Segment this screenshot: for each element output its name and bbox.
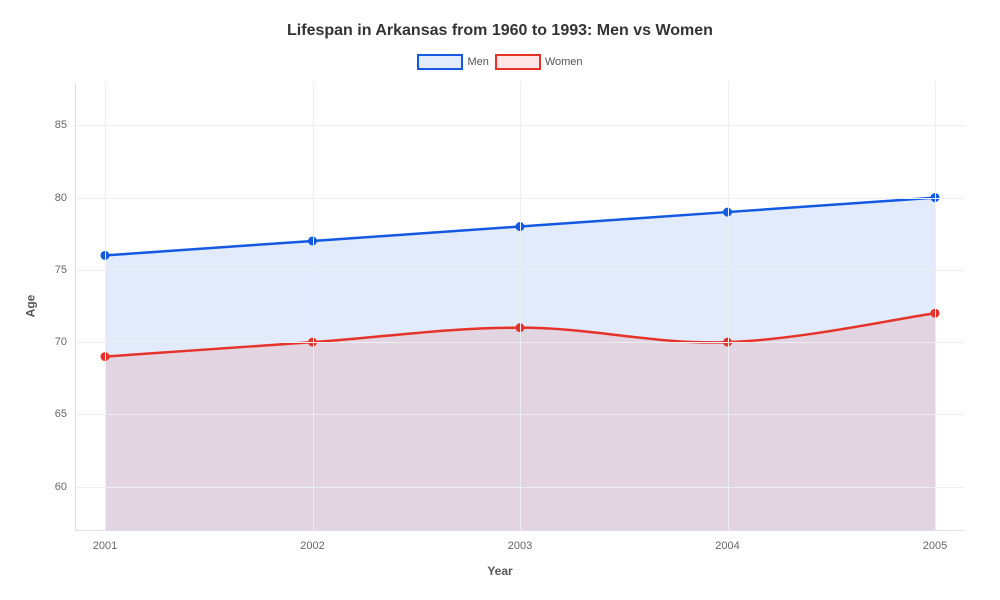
legend-label-women: Women [545, 56, 583, 68]
legend-label-men: Men [467, 56, 488, 68]
gridline-vertical [935, 82, 936, 530]
x-tick-label: 2001 [93, 540, 117, 552]
y-tick-label: 70 [45, 336, 67, 348]
x-tick-label: 2005 [923, 540, 947, 552]
gridline-vertical [313, 82, 314, 530]
gridline-vertical [520, 82, 521, 530]
chart-title: Lifespan in Arkansas from 1960 to 1993: … [0, 22, 1000, 40]
y-axis-line [75, 82, 76, 530]
legend: Men Women [0, 54, 1000, 70]
x-axis-line [75, 530, 965, 531]
x-tick-label: 2004 [715, 540, 739, 552]
x-tick-label: 2002 [300, 540, 324, 552]
legend-swatch-men [417, 54, 463, 70]
y-tick-label: 85 [45, 119, 67, 131]
gridline-horizontal [75, 125, 965, 126]
legend-item-women[interactable]: Women [495, 54, 583, 70]
plot-area [75, 82, 965, 530]
gridline-horizontal [75, 198, 965, 199]
x-axis-title: Year [487, 564, 512, 578]
y-tick-label: 60 [45, 481, 67, 493]
gridline-horizontal [75, 414, 965, 415]
gridline-horizontal [75, 487, 965, 488]
gridline-horizontal [75, 270, 965, 271]
legend-swatch-women [495, 54, 541, 70]
gridline-vertical [105, 82, 106, 530]
x-tick-label: 2003 [508, 540, 532, 552]
chart-container: Lifespan in Arkansas from 1960 to 1993: … [0, 0, 1000, 600]
gridline-vertical [728, 82, 729, 530]
gridline-horizontal [75, 342, 965, 343]
y-axis-title: Age [23, 295, 37, 318]
y-tick-label: 80 [45, 192, 67, 204]
y-tick-label: 75 [45, 264, 67, 276]
y-tick-label: 65 [45, 408, 67, 420]
legend-item-men[interactable]: Men [417, 54, 488, 70]
